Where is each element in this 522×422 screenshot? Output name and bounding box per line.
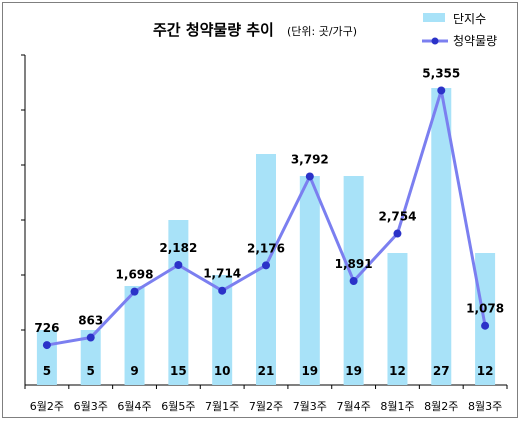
bar-value-label: 12 — [477, 364, 494, 378]
data-labels: 5 5 9 15 10 21 19 19 12 27 12 726 863 1,698 2,182 1,714… — [34, 66, 504, 378]
line-value-label: 2,754 — [378, 210, 416, 224]
legend-bar-swatch — [423, 13, 445, 22]
line-marker — [437, 86, 446, 95]
bar — [168, 220, 189, 385]
x-axis-label: 8월1주 — [380, 400, 414, 413]
line-value-label: 1,891 — [335, 257, 373, 271]
bar-value-label: 5 — [87, 364, 95, 378]
line-marker — [481, 321, 490, 330]
bar-value-label: 5 — [43, 364, 51, 378]
x-axis-label: 8월2주 — [424, 400, 458, 413]
bar — [387, 253, 408, 385]
line-value-label: 5,355 — [422, 66, 460, 80]
x-axis-labels: 6월2주 6월3주 6월4주 6월5주 7월1주 7월2주 7월3주 7월4주 8월1주 8월2주… — [30, 400, 502, 413]
x-axis-label: 6월2주 — [30, 400, 64, 413]
bar — [212, 275, 233, 385]
line-marker — [218, 286, 227, 295]
bar-value-label: 9 — [130, 364, 138, 378]
bar — [80, 330, 101, 385]
bar-series — [36, 88, 496, 385]
line-value-label: 2,176 — [247, 241, 285, 255]
x-axis-label: 7월3주 — [293, 400, 327, 413]
line-value-label: 3,792 — [291, 152, 329, 166]
legend-line-label: 청약물량 — [453, 33, 497, 48]
bar-value-label: 21 — [258, 364, 275, 378]
bar-value-label: 19 — [345, 364, 362, 378]
bar-value-label: 10 — [214, 364, 231, 378]
chart-svg: 주간 청약물량 추이 (단위: 곳/가구) 단지수 청약물량 5 5 9 15 10 21… — [21, 12, 508, 413]
line-value-label: 726 — [34, 321, 59, 335]
legend: 단지수 청약물량 — [422, 12, 497, 48]
legend-line-marker — [431, 37, 439, 45]
bar — [431, 88, 452, 385]
x-axis-label: 7월4주 — [337, 400, 371, 413]
x-axis-label: 7월1주 — [205, 400, 239, 413]
line-marker — [42, 341, 51, 350]
bar-value-label: 19 — [301, 364, 318, 378]
line-value-label: 1,698 — [116, 268, 154, 282]
legend-bar-label: 단지수 — [453, 12, 486, 26]
line-value-label: 2,182 — [159, 241, 197, 255]
line-marker — [305, 172, 314, 181]
line-value-label: 1,078 — [466, 302, 504, 316]
line-marker — [262, 261, 270, 270]
line-marker — [86, 333, 95, 342]
line-value-label: 1,714 — [203, 267, 241, 281]
bar — [256, 154, 276, 385]
chart-unit-note: (단위: 곳/가구) — [287, 25, 357, 38]
x-axis-label: 6월5주 — [161, 400, 195, 413]
chart-frame: 주간 청약물량 추이 (단위: 곳/가구) 단지수 청약물량 5 5 9 15 10 21… — [2, 2, 518, 418]
line-value-label: 863 — [78, 314, 103, 328]
line-marker — [130, 287, 139, 296]
line-series — [42, 86, 490, 350]
chart-title: 주간 청약물량 추이 — [153, 21, 274, 39]
bar — [299, 176, 320, 385]
line-marker — [349, 276, 358, 285]
bar — [124, 286, 145, 385]
x-axis-label: 7월2주 — [249, 400, 283, 413]
x-axis-label: 6월4주 — [117, 400, 151, 413]
bar-value-label: 27 — [433, 364, 450, 378]
bar-value-label: 12 — [389, 364, 406, 378]
line-marker — [174, 260, 183, 269]
x-axis-label: 8월3주 — [468, 400, 502, 413]
line-marker — [393, 229, 402, 238]
x-axis-label: 6월3주 — [74, 400, 108, 413]
bar-value-label: 15 — [170, 364, 187, 378]
